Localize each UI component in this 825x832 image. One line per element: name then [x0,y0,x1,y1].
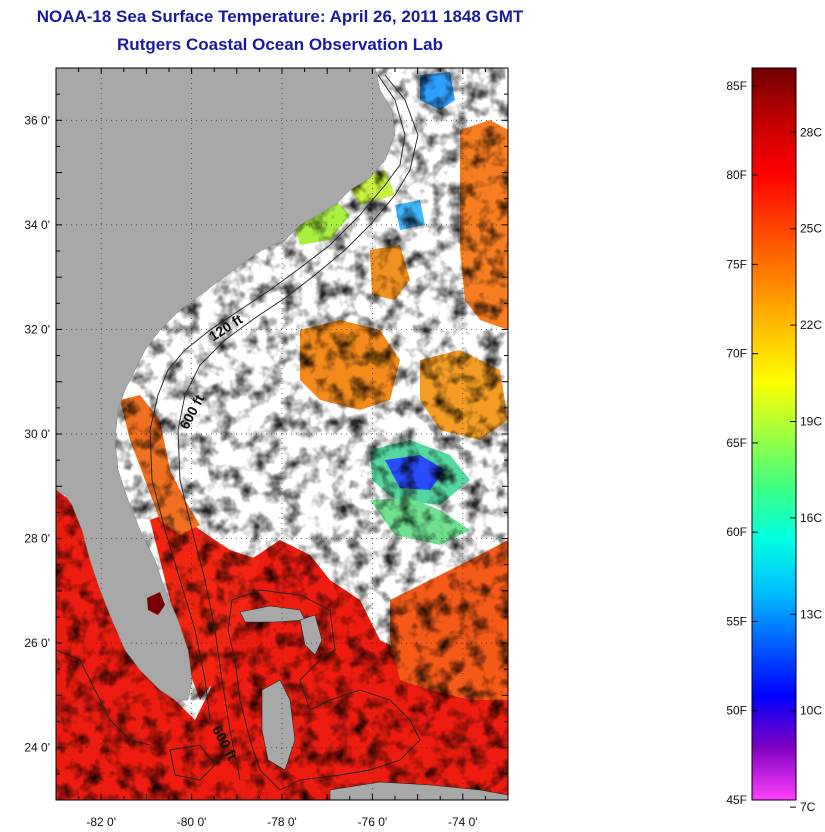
lat-tick-label: 36 0' [24,113,50,127]
contour-bahamas-bank [227,589,421,791]
colorbar-fahrenheit-label: 75F [726,257,747,271]
contour-600ft [177,74,419,781]
axis-labels: -82 0' -80 0' -78 0' -76 0' -74 0' 36 0' 34 0'… [24,113,477,829]
lon-tick-label: -80 0' [177,815,207,829]
bathymetry-contours [56,74,421,791]
colorbar-celsius-label: 7C [800,800,816,814]
lat-tick-label: 34 0' [24,218,50,232]
colorbar-celsius-label: 10C [800,704,822,718]
lon-tick-label: -74 0' [448,815,478,829]
lat-tick-label: 30 0' [24,427,50,441]
cuba-coast [329,781,508,800]
bahamas-abaco [299,614,323,656]
map-title: NOAA-18 Sea Surface Temperature: April 2… [36,7,524,26]
colorbar-ticks: 85F 80F 75F 70F 65F 60F 55F 50F 45F 28C 25C 22C 19C 1… [726,79,822,814]
colorbar-celsius-label: 19C [800,415,822,429]
colorbar-celsius-label: 16C [800,511,822,525]
lat-tick-label: 28 0' [24,532,50,546]
lon-tick-label: -82 0' [86,815,116,829]
colorbar-fahrenheit-label: 45F [726,793,747,807]
axis-ticks [55,67,509,801]
us-east-coast-land [56,68,396,701]
lat-tick-label: 32 0' [24,322,50,336]
colorbar-fahrenheit-label: 85F [726,79,747,93]
colorbar-fahrenheit-label: 70F [726,347,747,361]
map-subtitle: Rutgers Coastal Ocean Observation Lab [117,35,443,54]
colorbar-fahrenheit-label: 60F [726,525,747,539]
lake-okeechobee [147,592,165,615]
lat-lon-grid [56,68,508,800]
contour-120ft [149,74,406,721]
colorbar-fahrenheit-label: 80F [726,168,747,182]
lat-tick-label: 24 0' [24,741,50,755]
colorbar [751,67,797,801]
colorbar-celsius-label: 22C [800,318,822,332]
colorbar-fahrenheit-label: 65F [726,436,747,450]
lon-tick-label: -76 0' [358,815,388,829]
colorbar-celsius-label: 13C [800,607,822,621]
contour-gulf [56,649,151,746]
colorbar-fahrenheit-label: 55F [726,614,747,628]
contour-south-loop [169,744,216,781]
colorbar-celsius-label: 25C [800,222,822,236]
lon-tick-label: -78 0' [267,815,297,829]
colorbar-fahrenheit-label: 50F [726,704,747,718]
colorbar-celsius-label: 28C [800,125,822,139]
lat-tick-label: 26 0' [24,636,50,650]
